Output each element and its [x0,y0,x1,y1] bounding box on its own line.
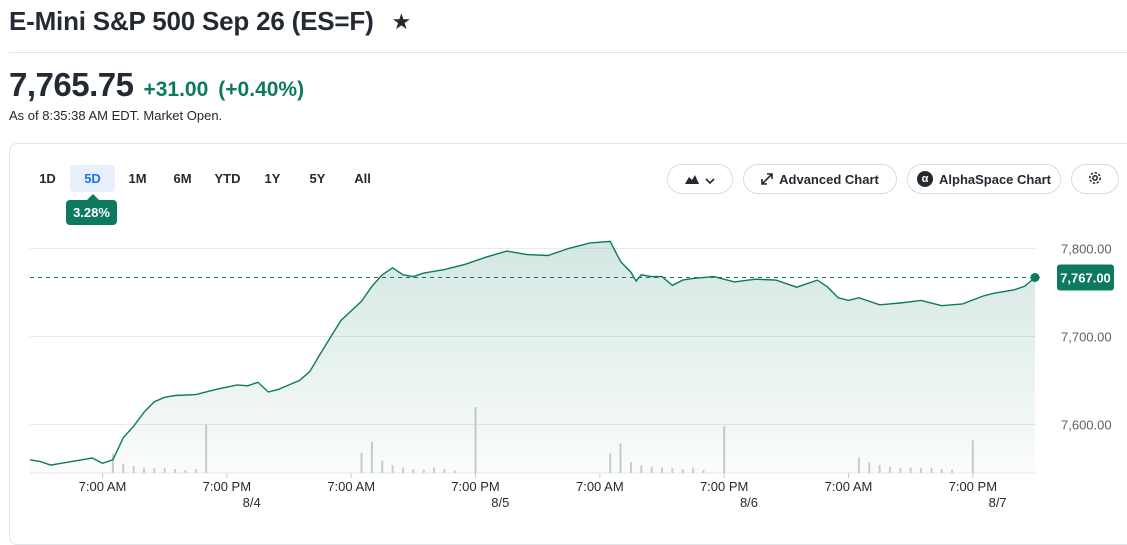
price-series-line [29,240,1036,466]
gear-icon [1088,171,1102,188]
x-time-label: 7:00 AM [327,479,375,494]
tab-ytd[interactable]: YTD [214,171,241,186]
advanced-chart-button[interactable]: Advanced Chart [743,164,897,194]
x-date-label: 8/5 [491,495,509,510]
x-date-label: 8/4 [243,495,261,510]
price-change-percent: (+0.40%) [218,78,305,101]
x-time-label: 7:00 PM [700,479,748,494]
tab-5d[interactable]: 5D [70,165,115,192]
star-icon[interactable]: ★ [391,8,412,34]
tab-1d[interactable]: 1D [39,171,56,186]
price-chart[interactable]: 7,767.00 7,800.00 7,700.00 7,600.00 7:00 AM… [0,0,1127,512]
chevron-down-icon [705,172,715,187]
x-time-label: 7:00 PM [451,479,499,494]
x-time-label: 7:00 AM [79,479,127,494]
tab-5y[interactable]: 5Y [309,171,326,186]
as-of-timestamp: As of 8:35:38 AM EDT. Market Open. [9,108,223,123]
chart-type-button[interactable] [667,164,733,194]
alphaspace-chart-label: AlphaSpace Chart [939,171,1051,187]
x-time-label: 7:00 PM [203,479,251,494]
expand-icon [761,173,773,185]
alphaspace-icon: α [917,171,933,187]
x-time-label: 7:00 AM [576,479,624,494]
current-price-label: 7,767.00 [1060,270,1111,285]
y-tick-label: 7,800.00 [1061,241,1112,256]
advanced-chart-label: Advanced Chart [779,171,879,187]
tab-1m[interactable]: 1M [128,171,147,186]
mountain-chart-icon [685,174,699,184]
y-tick-label: 7,600.00 [1061,418,1112,433]
y-tick-label: 7,700.00 [1061,329,1112,344]
header-divider [9,52,1127,53]
page-title: E-Mini S&P 500 Sep 26 (ES=F) [9,6,374,36]
chart-settings-button[interactable] [1071,164,1119,194]
x-time-label: 7:00 PM [949,479,997,494]
tab-all[interactable]: All [354,171,371,186]
range-tabs: 1D 5D 1M 6M YTD 1Y 5Y All [25,165,385,192]
tab-6m[interactable]: 6M [173,171,192,186]
x-time-label: 7:00 AM [825,479,873,494]
x-date-label: 8/6 [740,495,758,510]
price-change: +31.00 [143,78,209,101]
price-area-fill [30,241,1035,473]
current-price-label-bg [1057,264,1114,291]
last-price-marker [1030,272,1040,282]
alphaspace-chart-button[interactable]: α AlphaSpace Chart [907,164,1061,194]
x-date-label: 8/7 [989,495,1007,510]
current-price: 7,765.75 [9,66,134,103]
tab-1y[interactable]: 1Y [264,171,281,186]
range-change-badge: 3.28% [66,194,117,225]
